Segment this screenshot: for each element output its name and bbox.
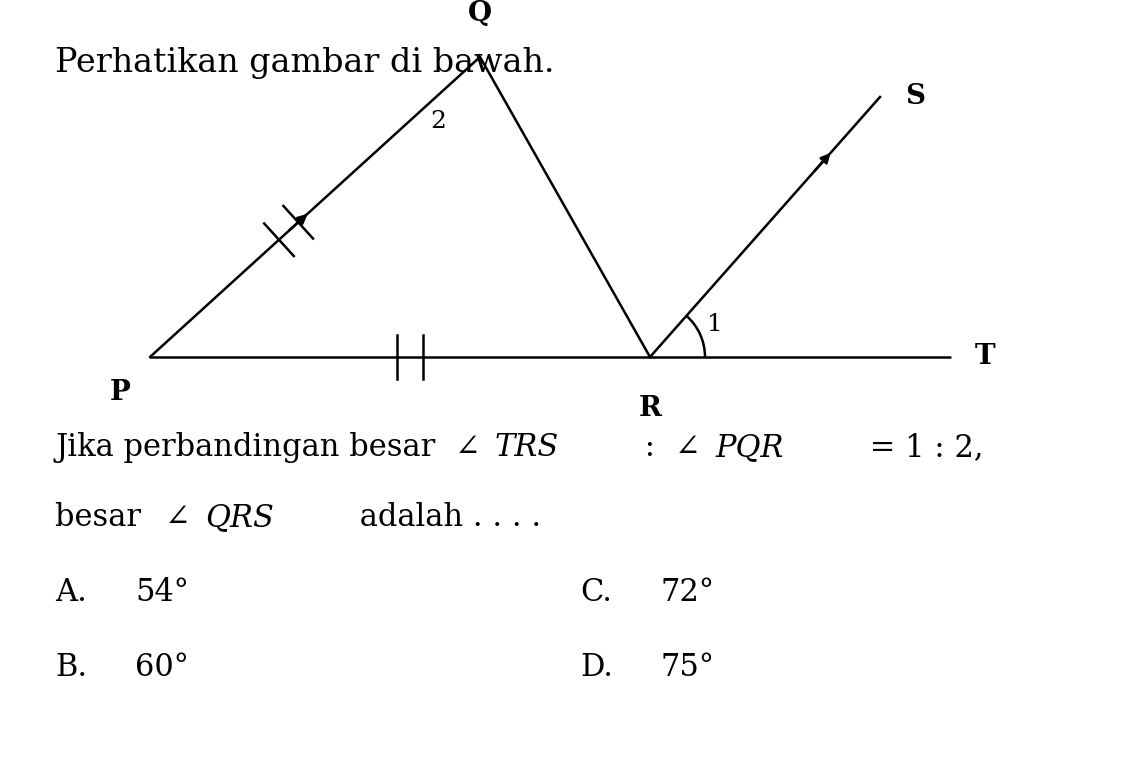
Text: T: T bbox=[975, 343, 995, 371]
Text: 75°: 75° bbox=[660, 652, 714, 683]
Text: A.: A. bbox=[55, 577, 87, 608]
Text: TRS: TRS bbox=[495, 432, 559, 463]
Text: Perhatikan gambar di bawah.: Perhatikan gambar di bawah. bbox=[55, 47, 555, 79]
Text: 1: 1 bbox=[707, 313, 723, 336]
Text: S: S bbox=[905, 83, 925, 110]
Text: 54°: 54° bbox=[135, 577, 189, 608]
Text: C.: C. bbox=[580, 577, 612, 608]
Text: Jika perbandingan besar: Jika perbandingan besar bbox=[55, 432, 445, 463]
Text: :: : bbox=[635, 432, 665, 463]
Text: = 1 : 2,: = 1 : 2, bbox=[860, 432, 984, 463]
Text: B.: B. bbox=[55, 652, 87, 683]
Text: 2: 2 bbox=[430, 110, 446, 134]
Text: ∠: ∠ bbox=[455, 432, 480, 463]
Text: 72°: 72° bbox=[660, 577, 714, 608]
Text: QRS: QRS bbox=[205, 502, 273, 533]
Text: 60°: 60° bbox=[135, 652, 189, 683]
Text: R: R bbox=[638, 395, 661, 422]
Text: ∠: ∠ bbox=[675, 432, 700, 463]
Text: besar: besar bbox=[55, 502, 151, 533]
Text: adalah . . . .: adalah . . . . bbox=[350, 502, 541, 533]
Text: Q: Q bbox=[468, 0, 492, 27]
Text: ∠: ∠ bbox=[165, 502, 191, 533]
Text: PQR: PQR bbox=[715, 432, 784, 463]
Text: D.: D. bbox=[580, 652, 613, 683]
Text: P: P bbox=[110, 378, 130, 406]
